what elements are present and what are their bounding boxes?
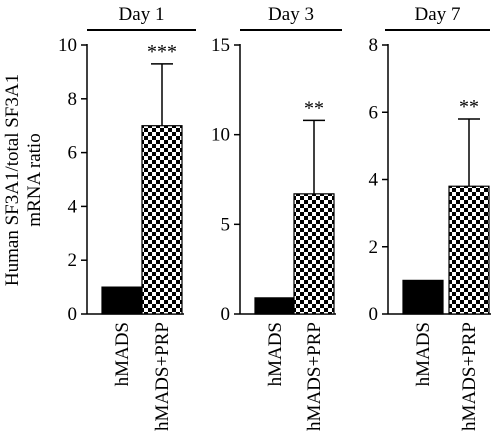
panel-2: Day 3 0 5 10 15 hMADS ** hMADS+PRP — [211, 4, 342, 431]
bar-hmads — [402, 279, 444, 315]
y-tick-label: 10 — [58, 35, 77, 56]
panel-title: Day 7 — [415, 4, 461, 25]
x-tick-label: hMADS — [112, 322, 133, 386]
y-tick-label: 4 — [68, 196, 78, 217]
y-tick-label: 10 — [211, 125, 230, 146]
x-tick-label: hMADS — [413, 322, 434, 386]
y-tick-label: 4 — [369, 170, 379, 191]
y-tick-label: 15 — [211, 35, 230, 56]
panel-title: Day 3 — [268, 4, 314, 25]
significance-label: ** — [304, 97, 324, 119]
panel-title: Day 1 — [119, 4, 165, 25]
bar-hmads-prp — [293, 193, 335, 315]
x-tick-label: hMADS+PRP — [152, 322, 173, 431]
bar-hmads — [101, 286, 143, 315]
y-axis-label: Human SF3A1/total SF3A1mRNA ratio — [2, 74, 45, 286]
y-tick-label: 0 — [221, 304, 231, 325]
y-tick-label: 0 — [68, 304, 78, 325]
panel-3: Day 7 0 2 4 6 8 hMADS ** hMADS+PRP — [369, 4, 491, 431]
y-tick-label: 6 — [68, 143, 78, 164]
y-tick-label: 8 — [68, 89, 78, 110]
bar-hmads-prp — [141, 125, 183, 315]
bar-hmads — [254, 297, 296, 315]
y-tick-label: 2 — [369, 237, 379, 258]
x-tick-label: hMADS+PRP — [459, 322, 480, 431]
bar-hmads-prp — [448, 185, 490, 315]
y-tick-label: 6 — [369, 102, 379, 123]
panel-1: Day 1 0 2 4 6 8 10 hMADS *** hMADS+PRP — [58, 4, 196, 431]
y-tick-label: 0 — [369, 304, 379, 325]
y-tick-label: 5 — [221, 214, 231, 235]
y-tick-label: 8 — [369, 35, 379, 56]
x-tick-label: hMADS — [265, 322, 286, 386]
significance-label: *** — [147, 41, 177, 63]
y-tick-label: 2 — [68, 250, 78, 271]
significance-label: ** — [459, 96, 479, 118]
x-tick-label: hMADS+PRP — [304, 322, 325, 431]
